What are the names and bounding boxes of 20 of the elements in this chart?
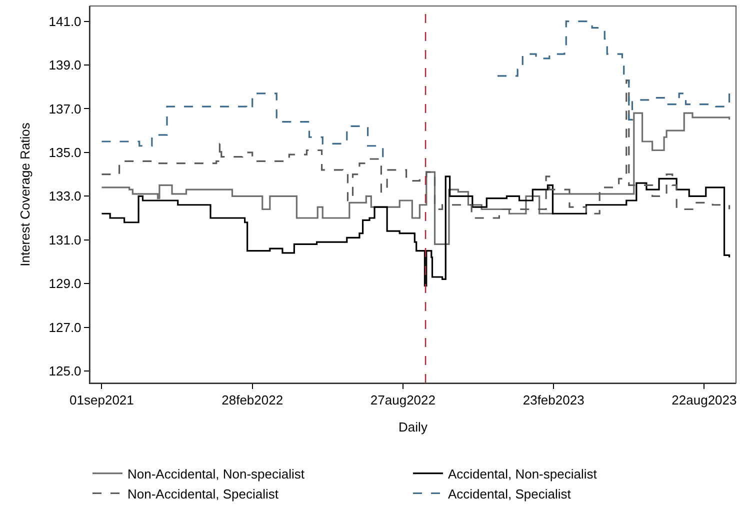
x-axis-title: Daily <box>398 419 428 434</box>
legend-label: Accidental, Specialist <box>448 486 572 502</box>
y-axis-title: Interest Coverage Ratios <box>18 122 33 266</box>
x-tick-label: 22aug2023 <box>672 392 737 408</box>
legend-label: Accidental, Non-specialist <box>448 466 598 482</box>
y-tick-label: 127.0 <box>48 320 82 335</box>
legend-label: Non-Accidental, Non-specialist <box>128 466 305 482</box>
x-tick-label: 27aug2022 <box>370 392 436 408</box>
y-tick-label: 125.0 <box>48 364 82 379</box>
x-tick-label: 23feb2023 <box>522 392 584 408</box>
y-tick-label: 141.0 <box>48 14 82 29</box>
x-tick-label: 28feb2022 <box>222 392 284 408</box>
y-tick-label: 133.0 <box>48 188 82 204</box>
y-tick-label: 139.0 <box>48 58 82 73</box>
legend-label: Non-Accidental, Specialist <box>128 486 279 502</box>
y-tick-label: 135.0 <box>48 144 82 160</box>
y-tick-label: 131.0 <box>48 232 82 248</box>
x-tick-label: 01sep2021 <box>70 392 134 408</box>
y-tick-label: 137.0 <box>48 101 82 116</box>
y-tick-label: 129.0 <box>48 276 82 292</box>
